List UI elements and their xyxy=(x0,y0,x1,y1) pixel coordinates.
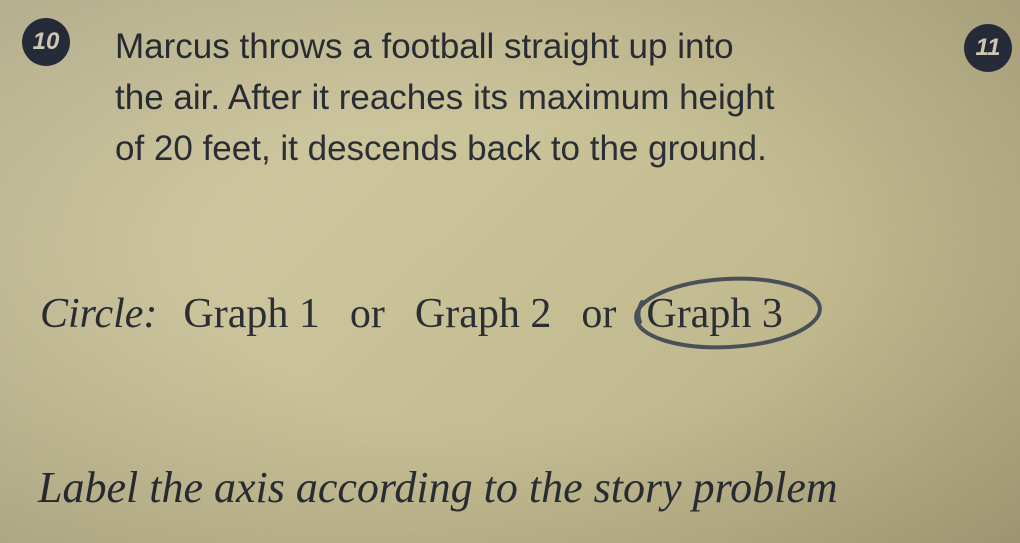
question-number-badge-11: 11 xyxy=(964,24,1012,72)
axis-label-instruction: Label the axis according to the story pr… xyxy=(38,462,1000,513)
problem-line-3: of 20 feet, it descends back to the grou… xyxy=(115,124,950,175)
choice-graph-3[interactable]: Graph 3 xyxy=(646,290,782,338)
question-number-11-text: 11 xyxy=(976,34,1001,62)
question-number-10-text: 10 xyxy=(33,28,60,56)
answer-choices-row: Circle: Graph 1 or Graph 2 or Graph 3 xyxy=(40,290,1000,338)
choice-graph-2[interactable]: Graph 2 xyxy=(415,290,551,338)
or-separator-2: or xyxy=(581,290,616,338)
problem-line-2: the air. After it reaches its maximum he… xyxy=(115,73,950,124)
circle-label: Circle: xyxy=(40,290,157,338)
problem-line-1: Marcus throws a football straight up int… xyxy=(115,22,950,73)
worksheet-page: 10 11 Marcus throws a football straight … xyxy=(0,0,1020,543)
problem-statement: Marcus throws a football straight up int… xyxy=(115,22,950,174)
choice-graph-3-text: Graph 3 xyxy=(646,291,782,337)
or-separator-1: or xyxy=(350,290,385,338)
question-number-badge-10: 10 xyxy=(22,18,70,66)
choice-graph-1[interactable]: Graph 1 xyxy=(183,290,319,338)
